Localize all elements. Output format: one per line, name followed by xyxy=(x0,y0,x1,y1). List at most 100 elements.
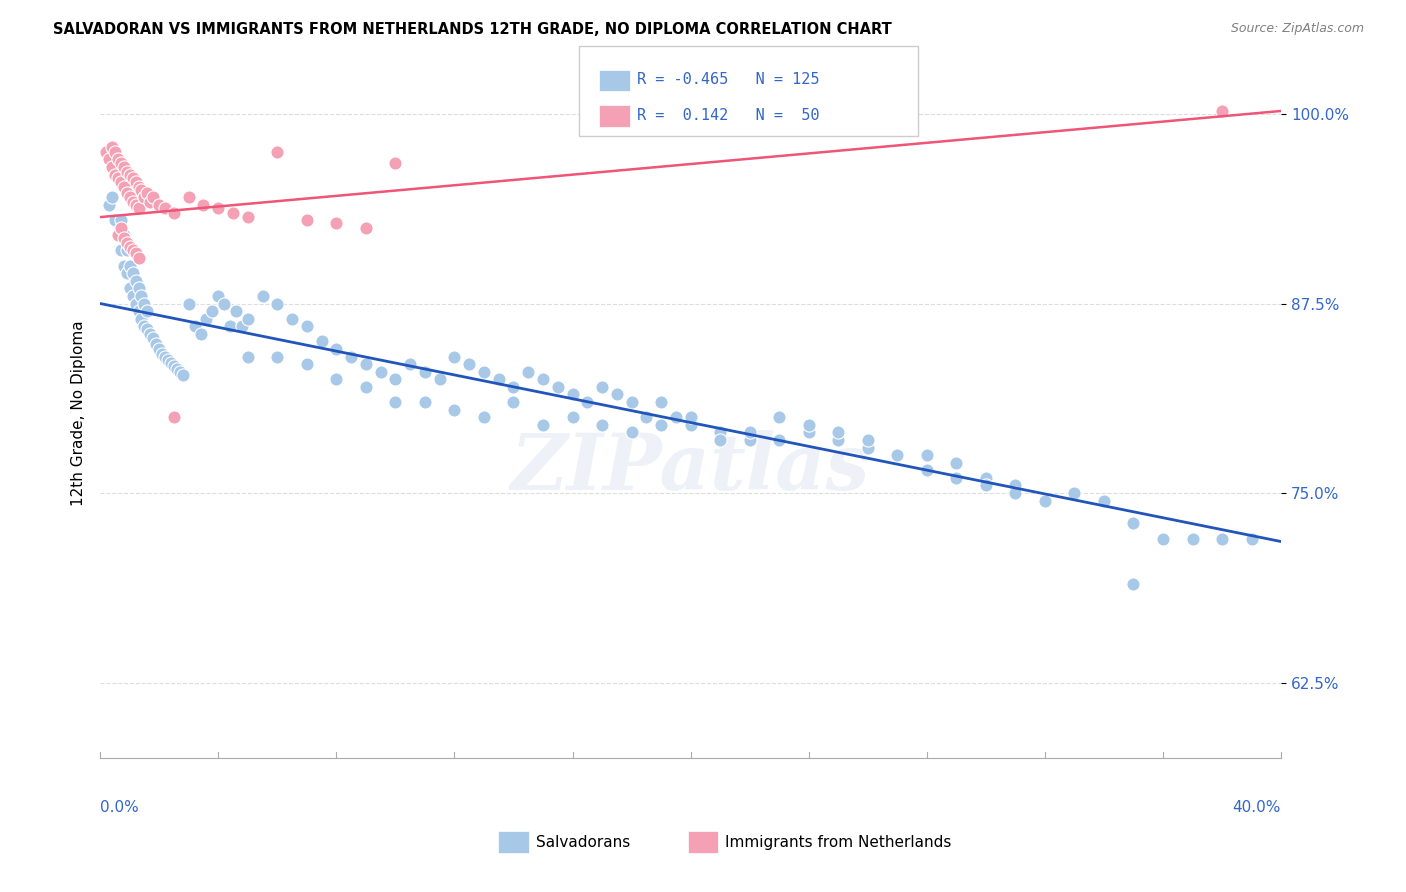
Point xyxy=(104,213,127,227)
Point xyxy=(160,356,183,370)
Point xyxy=(915,463,938,477)
Text: R =  0.142   N =  50: R = 0.142 N = 50 xyxy=(637,108,820,122)
Point xyxy=(128,281,150,295)
Point xyxy=(112,259,135,273)
Point xyxy=(531,417,554,432)
Point xyxy=(148,342,170,356)
Text: 0.0%: 0.0% xyxy=(100,800,139,814)
Point xyxy=(104,145,127,159)
Point xyxy=(121,170,143,185)
Point xyxy=(679,417,702,432)
Point xyxy=(295,319,318,334)
Point xyxy=(169,365,191,379)
Point xyxy=(591,380,613,394)
Point xyxy=(124,246,146,260)
Point xyxy=(101,190,124,204)
Point xyxy=(134,190,156,204)
Point xyxy=(183,319,205,334)
Point xyxy=(974,478,997,492)
Point xyxy=(354,220,377,235)
Point xyxy=(709,425,731,440)
Point xyxy=(148,198,170,212)
Point xyxy=(104,168,127,182)
Point xyxy=(665,410,688,425)
Point xyxy=(591,417,613,432)
Point xyxy=(107,153,129,167)
Point xyxy=(101,140,124,154)
Point xyxy=(945,456,967,470)
Point xyxy=(266,296,288,310)
Point xyxy=(517,365,540,379)
Point xyxy=(561,410,583,425)
Point xyxy=(212,296,235,310)
Point xyxy=(709,433,731,447)
Point xyxy=(236,210,259,224)
Point xyxy=(561,387,583,401)
Point xyxy=(115,266,138,280)
Point xyxy=(124,175,146,189)
Point xyxy=(134,319,156,334)
Point xyxy=(311,334,333,349)
Point xyxy=(121,266,143,280)
Point xyxy=(207,201,229,215)
Point xyxy=(112,160,135,174)
Point xyxy=(118,168,141,182)
Point xyxy=(472,365,495,379)
Point xyxy=(128,251,150,265)
Point xyxy=(115,164,138,178)
Point xyxy=(502,395,524,409)
Point xyxy=(222,205,245,219)
Point xyxy=(112,231,135,245)
Point xyxy=(974,471,997,485)
Point xyxy=(236,350,259,364)
Point xyxy=(636,410,658,425)
Point xyxy=(266,350,288,364)
Text: Immigrants from Netherlands: Immigrants from Netherlands xyxy=(725,835,952,849)
Point xyxy=(142,190,165,204)
Point xyxy=(1181,532,1204,546)
Text: R = -0.465   N = 125: R = -0.465 N = 125 xyxy=(637,72,820,87)
Point xyxy=(136,186,159,200)
Point xyxy=(252,289,274,303)
Point xyxy=(110,175,132,189)
Point xyxy=(443,402,465,417)
Point xyxy=(201,304,224,318)
Point xyxy=(236,311,259,326)
Point xyxy=(112,228,135,243)
Point xyxy=(124,274,146,288)
Point xyxy=(172,368,194,382)
Point xyxy=(295,357,318,371)
Point xyxy=(886,448,908,462)
Point xyxy=(856,433,879,447)
Point xyxy=(121,194,143,209)
Point xyxy=(124,198,146,212)
Point xyxy=(768,433,790,447)
Point xyxy=(354,357,377,371)
Point xyxy=(945,471,967,485)
Point xyxy=(915,448,938,462)
Point xyxy=(295,213,318,227)
Point xyxy=(153,201,176,215)
Point xyxy=(163,359,186,373)
Point xyxy=(104,168,127,182)
Point xyxy=(354,380,377,394)
Point xyxy=(1004,486,1026,500)
Point xyxy=(118,240,141,254)
Point xyxy=(576,395,599,409)
Point xyxy=(107,228,129,243)
Point xyxy=(145,337,167,351)
Text: Salvadorans: Salvadorans xyxy=(536,835,630,849)
Point xyxy=(112,179,135,194)
Point xyxy=(1092,493,1115,508)
Point xyxy=(266,145,288,159)
Point xyxy=(136,322,159,336)
Point xyxy=(768,410,790,425)
Point xyxy=(797,417,820,432)
Point xyxy=(107,170,129,185)
Point xyxy=(620,395,643,409)
Point xyxy=(121,244,143,258)
Point xyxy=(115,186,138,200)
Point xyxy=(384,395,406,409)
Point xyxy=(458,357,481,371)
Point xyxy=(139,326,162,341)
